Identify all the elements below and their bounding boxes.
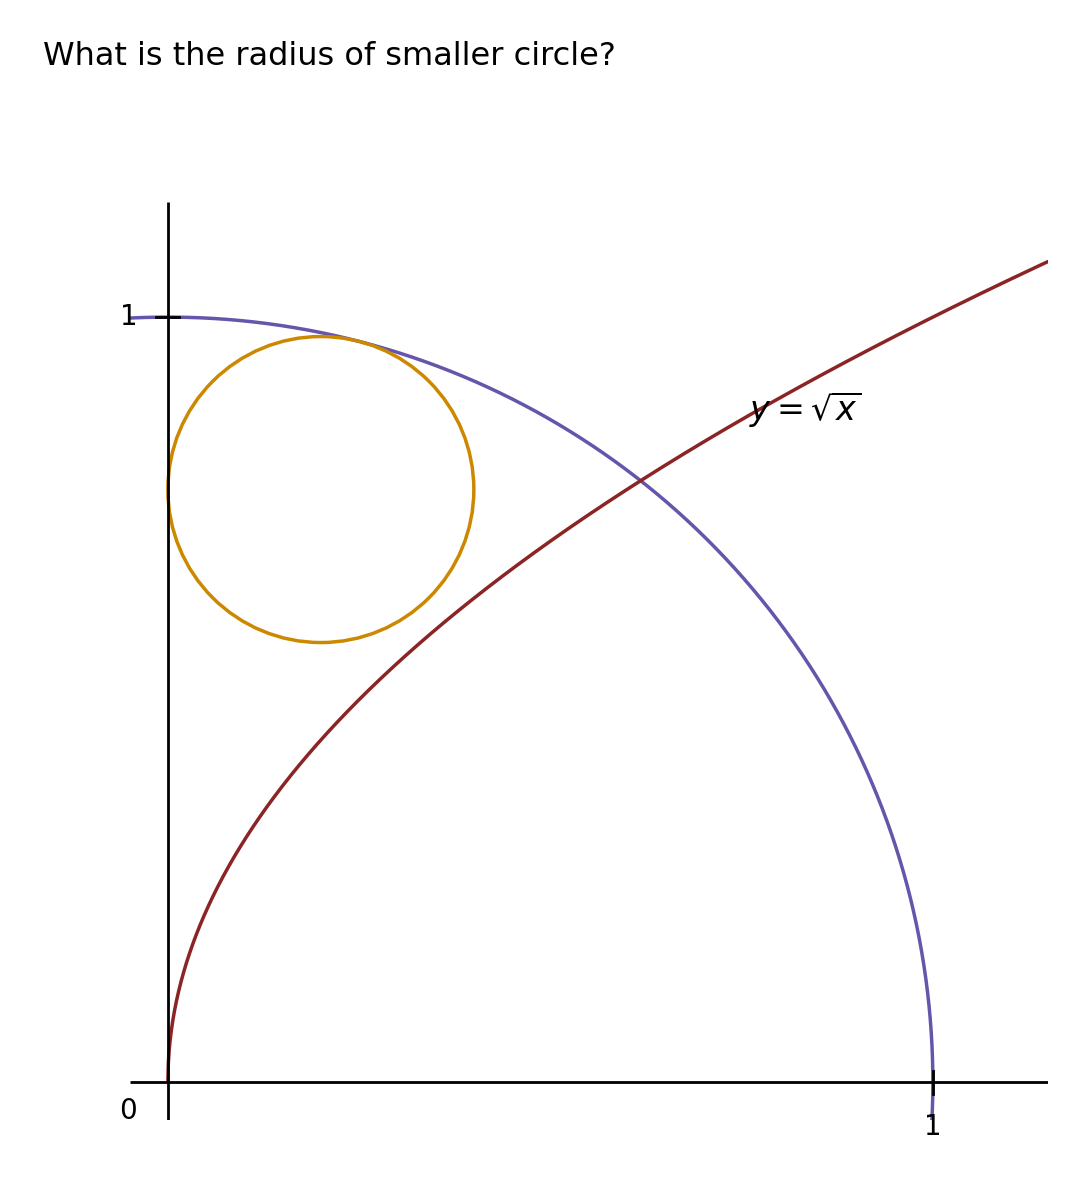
Text: 0: 0 xyxy=(120,1097,137,1125)
Text: 1: 1 xyxy=(924,1113,942,1141)
Text: 1: 1 xyxy=(120,304,137,331)
Text: $y = \sqrt{x}$: $y = \sqrt{x}$ xyxy=(750,389,862,429)
Text: What is the radius of smaller circle?: What is the radius of smaller circle? xyxy=(43,41,616,72)
